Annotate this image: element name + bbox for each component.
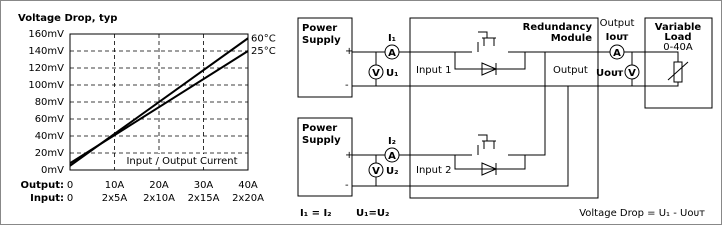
y-tick-label: 140mV xyxy=(28,46,64,57)
label: V xyxy=(372,166,380,177)
y-tick-label: 80mV xyxy=(35,97,64,108)
series-label: 25°C xyxy=(251,46,276,57)
voltmeter xyxy=(368,162,384,178)
label: Variable xyxy=(655,22,702,33)
label: U₁ xyxy=(386,68,399,79)
series-label: 60°C xyxy=(251,33,276,44)
label: 0-40A xyxy=(663,42,693,53)
resistor xyxy=(673,61,683,83)
label: A xyxy=(388,151,396,162)
label: U₂ xyxy=(386,166,399,177)
label: A xyxy=(613,48,621,59)
label: A xyxy=(388,48,396,59)
label: Module xyxy=(551,33,593,44)
label: V xyxy=(372,68,380,79)
wire xyxy=(352,51,679,187)
label: U₁=U₂ xyxy=(356,208,389,219)
plot: 0mV 20mV 40mV 60mV 80mV 100mV 120mV 140mV 160mV 0… xyxy=(21,29,276,204)
x-tick-label: 30A xyxy=(194,180,214,191)
diode xyxy=(472,62,508,76)
label: Load xyxy=(664,32,691,43)
y-tick-label: 20mV xyxy=(35,148,64,159)
label: Input 1 xyxy=(416,65,451,76)
y-tick-label: 0mV xyxy=(41,165,64,176)
annotation: Input / Output Current xyxy=(126,156,237,167)
label: Redundancy xyxy=(523,22,593,33)
chart-title: Voltage Drop, typ xyxy=(18,13,117,24)
label: - xyxy=(345,180,349,191)
label: Iᴏᴜᴛ xyxy=(606,32,629,43)
x-tick-label: 0 xyxy=(67,180,73,191)
label: Voltage Drop = U₁ - Uᴏᴜᴛ xyxy=(579,208,705,219)
figure: Voltage Drop, typ 0mV 20mV 40mV 60mV 80mV 100… xyxy=(0,0,722,225)
x-tick-label: 2x10A xyxy=(143,193,175,204)
label: I₁ = I₂ xyxy=(300,208,332,219)
label: Uᴏᴜᴛ xyxy=(596,68,623,79)
label: Output xyxy=(553,65,588,76)
x-tick-label: 20A xyxy=(149,180,169,191)
axis-frame xyxy=(69,33,249,171)
voltmeter xyxy=(368,64,384,80)
label: + xyxy=(345,150,353,161)
label: V xyxy=(628,68,636,79)
x-tick-label: 40A xyxy=(238,180,258,191)
voltmeter xyxy=(624,64,640,80)
label: Output xyxy=(600,18,635,29)
y-tick-label: 60mV xyxy=(35,114,64,125)
y-tick-label: 120mV xyxy=(28,63,64,74)
y-tick-label: 100mV xyxy=(28,80,64,91)
label: + xyxy=(345,46,353,57)
supply-box xyxy=(297,17,353,98)
label: Power xyxy=(302,123,337,134)
module-box xyxy=(409,17,599,199)
label: I₂ xyxy=(388,136,396,147)
ammeter xyxy=(609,44,625,60)
diode xyxy=(472,162,508,176)
x-tick-label: 2x5A xyxy=(102,193,128,204)
label: - xyxy=(345,80,349,91)
row-label: Input: xyxy=(30,193,64,204)
label: Input 2 xyxy=(416,165,451,176)
mosfet xyxy=(477,134,496,155)
x-tick-label: 2x20A xyxy=(232,193,264,204)
x-tick-label: 2x15A xyxy=(188,193,220,204)
x-tick-label: 0 xyxy=(67,193,73,204)
circuit: Power Supply + - Power Supply + - Redund… xyxy=(297,17,713,219)
annotation-bg xyxy=(118,154,246,167)
row-label: Output: xyxy=(21,180,64,191)
y-tick-label: 40mV xyxy=(35,131,64,142)
y-tick-label: 160mV xyxy=(28,29,64,40)
x-tick-label: 10A xyxy=(105,180,125,191)
ammeter xyxy=(384,44,400,60)
load-box xyxy=(644,17,713,109)
ammeter xyxy=(384,147,400,163)
label: I₁ xyxy=(388,33,396,44)
resistor-arrow xyxy=(667,61,689,81)
supply-box xyxy=(297,117,353,197)
mosfet xyxy=(477,31,496,52)
label: Power xyxy=(302,23,337,34)
label: Supply xyxy=(302,35,341,46)
label: Supply xyxy=(302,135,341,146)
series-line xyxy=(69,50,249,165)
